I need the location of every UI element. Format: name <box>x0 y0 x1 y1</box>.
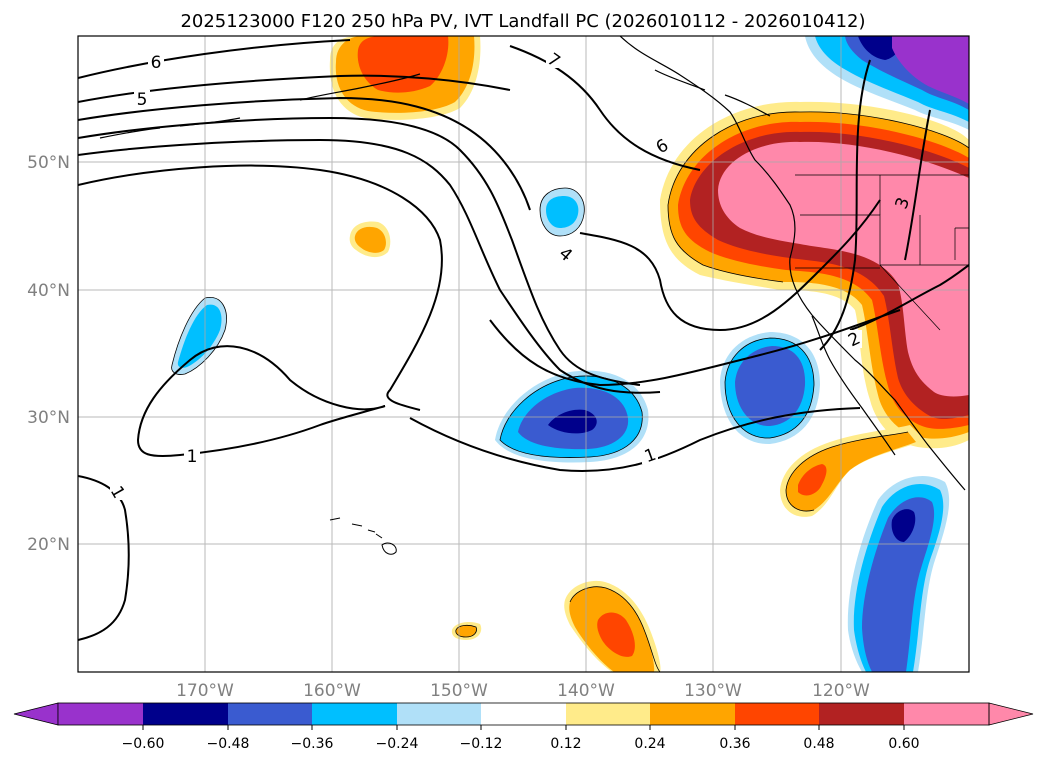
colorbar-tick-label: −0.48 <box>207 736 250 752</box>
colorbar-segment <box>904 703 989 725</box>
lat-label: 30°N <box>27 408 70 428</box>
colorbar-tick-label: 0.12 <box>550 736 581 752</box>
map-area: 6 5 7 6 4 3 2 1 1 1 <box>78 36 969 672</box>
lon-label: 150°W <box>430 681 488 701</box>
colorbar-segment <box>228 703 312 725</box>
lon-label: 170°W <box>176 681 234 701</box>
colorbar-segment <box>650 703 735 725</box>
colorbar-tick-label: −0.24 <box>376 736 419 752</box>
colorbar-tick-label: −0.60 <box>122 736 165 752</box>
lon-label: 140°W <box>557 681 615 701</box>
colorbar-segment <box>735 703 819 725</box>
shaded-fields <box>171 36 969 672</box>
state-borders <box>795 174 969 331</box>
colorbar-arrow-right <box>988 702 1034 726</box>
colorbar-arrow-left <box>13 702 59 726</box>
lon-label: 120°W <box>812 681 870 701</box>
map-frame <box>77 35 970 673</box>
contour-label: 6 <box>151 53 162 73</box>
gridlines <box>78 36 969 672</box>
contour-labels: 6 5 7 6 4 3 2 1 1 1 <box>106 50 914 503</box>
latitude-labels: 50°N 40°N 30°N 20°N <box>27 153 70 555</box>
colorbar-tick-label: −0.12 <box>460 736 503 752</box>
lon-label: 160°W <box>303 681 361 701</box>
colorbar-tick-label: −0.36 <box>291 736 334 752</box>
lat-label: 50°N <box>27 153 70 173</box>
colorbar-segment <box>397 703 481 725</box>
colorbar: −0.60 −0.48 −0.36 −0.24 −0.12 0.12 0.24 … <box>13 702 1034 752</box>
colorbar-tick-label: 0.24 <box>634 736 665 752</box>
colorbar-segment <box>143 703 228 725</box>
colorbar-segment <box>312 703 397 725</box>
colorbar-tick-label: 0.60 <box>888 736 919 752</box>
longitude-labels: 170°W 160°W 150°W 140°W 130°W 120°W <box>176 681 870 701</box>
shaded-outlines <box>171 111 969 672</box>
colorbar-tick-label: 0.48 <box>803 736 834 752</box>
contour-label: 5 <box>137 90 148 110</box>
colorbar-segment <box>566 703 650 725</box>
colorbar-tick-label: 0.36 <box>719 736 750 752</box>
colorbar-segment <box>819 703 904 725</box>
hawaii-islands <box>329 517 397 555</box>
colorbar-segment <box>58 703 143 725</box>
lon-label: 130°W <box>684 681 742 701</box>
lat-label: 40°N <box>27 281 70 301</box>
colorbar-segment <box>481 703 566 725</box>
lat-label: 20°N <box>27 535 70 555</box>
map-title: 2025123000 F120 250 hPa PV, IVT Landfall… <box>180 11 865 32</box>
contour-label: 1 <box>187 447 198 467</box>
